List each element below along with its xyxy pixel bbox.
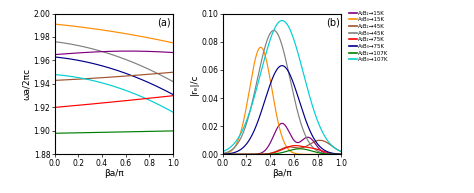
Y-axis label: |rₑ|/c: |rₑ|/c [190, 73, 199, 95]
X-axis label: βa/π: βa/π [272, 169, 292, 178]
Text: (b): (b) [326, 18, 340, 28]
X-axis label: βa/π: βa/π [104, 169, 124, 178]
Legend: A₂B₂→15K, A₃B₃→15K, A₂B₂→45K, A₃B₃→45K, A₂B₂→75K, A₃B₃→75K, A₂B₂→107K, A₃B₃→107K: A₂B₂→15K, A₃B₃→15K, A₂B₂→45K, A₃B₃→45K, … [349, 11, 389, 62]
Text: (a): (a) [157, 18, 171, 28]
Y-axis label: ωa/2πc: ωa/2πc [22, 68, 31, 100]
